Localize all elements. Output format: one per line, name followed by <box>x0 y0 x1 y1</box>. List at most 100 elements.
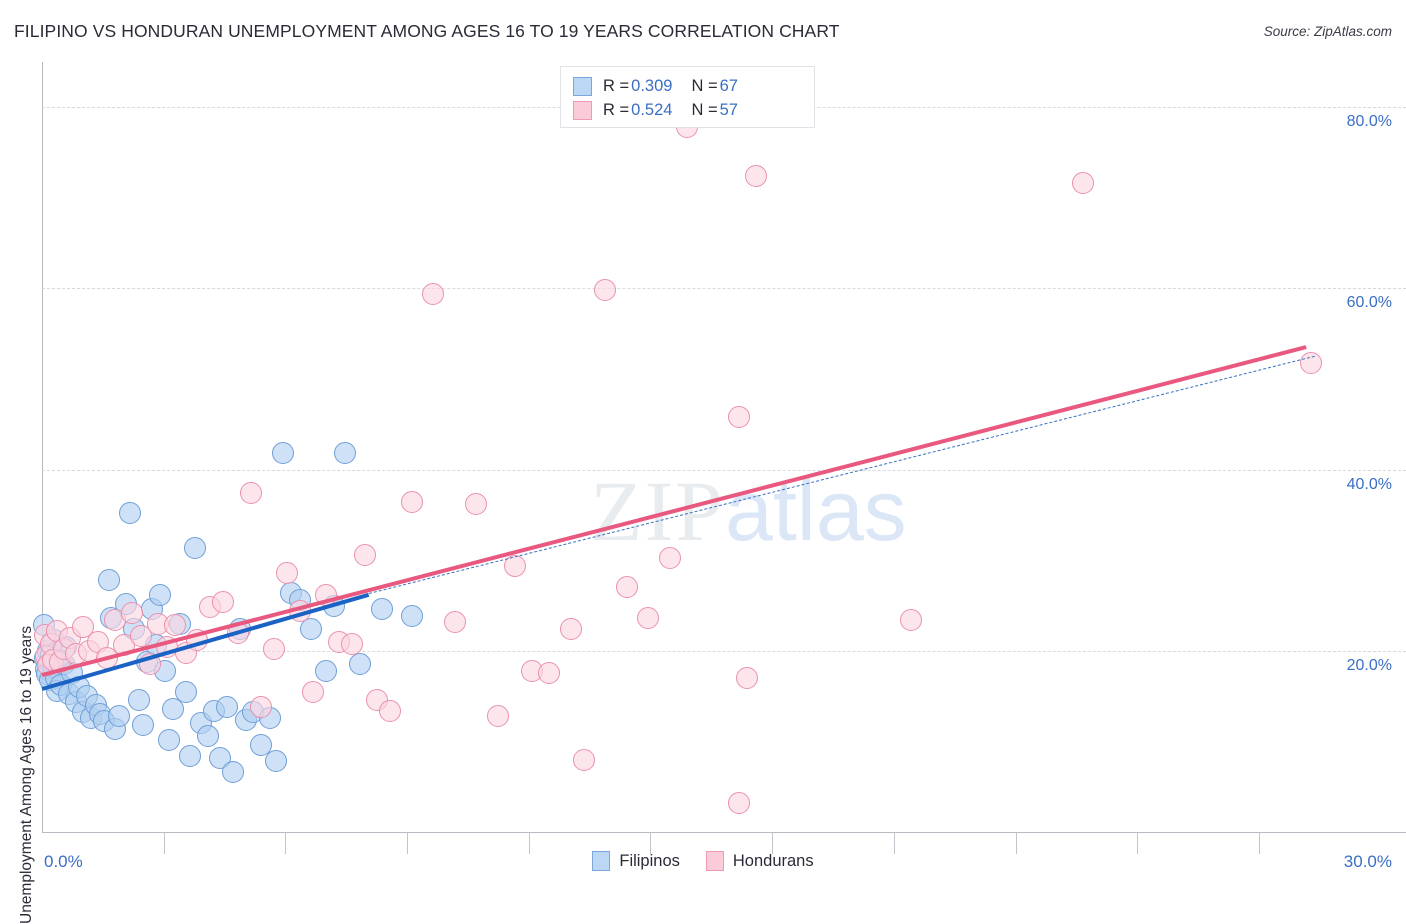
y-axis-tick-label: 60.0% <box>1346 294 1392 312</box>
x-axis-tick <box>285 832 287 854</box>
scatter-point <box>486 705 509 728</box>
stats-n-value-filipinos: 67 <box>719 76 738 95</box>
stats-n-label-filipinos: N = <box>691 76 718 95</box>
correlation-stats-box: R = 0.309 N = 67 R = 0.524 N = 57 <box>560 66 815 128</box>
scatter-point <box>299 618 322 641</box>
scatter-point <box>443 610 466 633</box>
scatter-point <box>179 744 202 767</box>
scatter-point <box>222 761 245 784</box>
scatter-point <box>289 599 311 622</box>
stats-r-value-hondurans: 0.524 <box>631 100 673 119</box>
legend-swatch-filipinos <box>592 851 611 871</box>
gridline-20.0% <box>42 650 1406 652</box>
scatter-point <box>162 697 185 720</box>
scatter-point <box>899 609 922 632</box>
x-axis-tick <box>650 832 652 854</box>
trendline-hondurans <box>41 344 1307 677</box>
legend-item-hondurans[interactable]: Hondurans <box>705 851 814 871</box>
scatter-point <box>736 667 759 689</box>
y-axis-line <box>42 62 43 832</box>
scatter-point <box>119 502 142 525</box>
plot-area: ZIPatlas <box>33 62 1406 832</box>
scatter-point <box>164 614 187 637</box>
scatter-point <box>637 607 660 630</box>
stats-swatch-hondurans <box>573 100 592 120</box>
scatter-point <box>744 165 767 188</box>
scatter-point <box>559 618 582 641</box>
x-axis-tick <box>893 832 895 854</box>
scatter-point <box>658 547 681 570</box>
scatter-point <box>239 482 262 505</box>
watermark-zip: ZIP <box>590 463 725 559</box>
scatter-point <box>301 681 324 704</box>
scatter-point <box>1299 351 1322 374</box>
stats-r-label-filipinos: R = <box>603 76 630 95</box>
scatter-point <box>727 406 750 429</box>
watermark-atlas: atlas <box>725 463 907 559</box>
x-axis-tick <box>407 832 409 854</box>
scatter-point <box>183 536 206 559</box>
scatter-point <box>276 561 299 584</box>
scatter-point <box>129 625 152 648</box>
scatter-point <box>370 598 393 621</box>
scatter-point <box>594 279 617 302</box>
scatter-point <box>71 616 94 639</box>
stats-r-label-hondurans: R = <box>603 100 630 119</box>
scatter-point <box>271 442 294 465</box>
page-title: FILIPINO VS HONDURAN UNEMPLOYMENT AMONG … <box>14 21 840 41</box>
legend-item-filipinos[interactable]: Filipinos <box>592 851 680 871</box>
scatter-point <box>149 583 172 606</box>
gridline-40.0% <box>42 469 1406 471</box>
scatter-point <box>211 590 234 613</box>
scatter-point <box>121 601 144 624</box>
x-axis-max-label: 30.0% <box>1343 852 1392 871</box>
stats-swatch-filipinos <box>573 76 592 96</box>
scatter-point <box>379 699 402 722</box>
scatter-point <box>226 621 249 644</box>
scatter-point <box>215 695 238 718</box>
x-axis-tick <box>163 832 165 854</box>
scatter-point <box>138 652 161 675</box>
scatter-point <box>95 647 118 670</box>
scatter-point <box>422 282 445 305</box>
scatter-point <box>349 652 372 675</box>
stats-r-value-filipinos: 0.309 <box>631 76 673 95</box>
stats-n-label-hondurans: N = <box>691 100 718 119</box>
y-axis-tick-label: 80.0% <box>1346 113 1392 131</box>
scatter-point <box>504 554 526 577</box>
scatter-point <box>157 728 180 751</box>
scatter-point <box>314 583 337 606</box>
scatter-point <box>572 748 595 771</box>
scatter-point <box>112 634 135 657</box>
scatter-point <box>263 638 286 660</box>
zipatlas-watermark: ZIPatlas <box>590 468 907 554</box>
scatter-point <box>353 543 376 566</box>
scatter-point <box>400 605 423 628</box>
scatter-point <box>340 632 363 655</box>
x-axis-tick <box>1015 832 1017 854</box>
y-axis-tick-label: 40.0% <box>1346 475 1392 493</box>
scatter-point <box>185 628 208 651</box>
scatter-point <box>465 493 488 516</box>
scatter-point <box>127 688 150 711</box>
scatter-point <box>400 491 423 514</box>
x-axis-tick <box>528 832 530 854</box>
scatter-point <box>196 724 219 747</box>
scatter-point <box>538 661 561 684</box>
scatter-point <box>615 576 638 599</box>
scatter-point <box>265 750 288 773</box>
x-axis-min-label: 0.0% <box>44 852 83 871</box>
source-label: Source: ZipAtlas.com <box>1263 24 1392 39</box>
scatter-point <box>175 681 198 704</box>
scatter-point <box>727 792 750 814</box>
legend-label-hondurans: Hondurans <box>732 851 814 870</box>
legend-swatch-hondurans <box>705 851 724 871</box>
gridline-60.0% <box>42 288 1406 290</box>
x-axis-tick <box>1258 832 1260 854</box>
correlation-chart: FILIPINO VS HONDURAN UNEMPLOYMENT AMONG … <box>14 21 1406 924</box>
scatter-point <box>132 714 155 737</box>
scatter-point <box>108 705 131 728</box>
stats-n-value-hondurans: 57 <box>719 100 738 119</box>
x-axis-tick <box>1137 832 1139 854</box>
stats-row-filipinos: R = 0.309 N = 67 <box>573 74 814 98</box>
